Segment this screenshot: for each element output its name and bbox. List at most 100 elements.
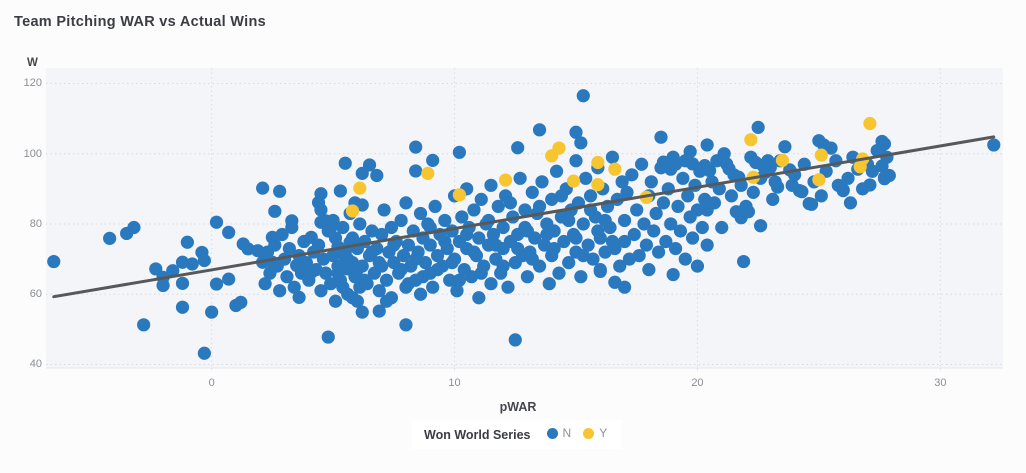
data-point-n[interactable] [175,300,190,314]
data-point-n[interactable] [620,185,634,199]
data-point-y[interactable] [863,116,877,131]
data-point-n[interactable] [576,217,590,231]
data-point-n[interactable] [753,219,768,233]
data-point-n[interactable] [569,154,583,168]
data-point-n[interactable] [197,346,211,360]
data-point-n[interactable] [409,140,423,154]
data-point-n[interactable] [209,215,224,229]
data-point-n[interactable] [175,276,190,290]
data-point-y[interactable] [591,155,605,170]
data-point-n[interactable] [683,145,697,159]
data-point-n[interactable] [486,227,501,242]
data-point-n[interactable] [438,213,452,228]
data-point-n[interactable] [409,252,423,266]
data-point-n[interactable] [668,241,683,256]
data-point-n[interactable] [605,150,620,164]
data-point-n[interactable] [292,290,306,304]
data-point-n[interactable] [651,245,666,259]
data-point-n[interactable] [518,220,532,235]
data-point-n[interactable] [355,198,369,212]
data-point-n[interactable] [666,267,680,282]
data-point-y[interactable] [775,153,790,167]
data-point-n[interactable] [671,199,685,214]
data-point-n[interactable] [222,225,236,240]
data-point-n[interactable] [532,123,547,137]
data-point-n[interactable] [430,263,445,277]
data-point-n[interactable] [617,234,632,249]
data-point-n[interactable] [591,224,605,238]
data-point-n[interactable] [443,273,457,287]
data-point-n[interactable] [574,136,588,150]
data-point-y[interactable] [591,178,605,192]
data-point-n[interactable] [785,178,799,192]
data-point-n[interactable] [467,245,481,259]
data-point-y[interactable] [421,166,435,180]
data-point-n[interactable] [326,248,340,263]
data-point-n[interactable] [576,248,590,263]
data-point-n[interactable] [678,252,692,266]
data-point-n[interactable] [831,178,845,192]
data-point-n[interactable] [321,330,335,344]
data-point-n[interactable] [707,196,722,210]
data-point-n[interactable] [630,203,644,217]
data-point-n[interactable] [700,238,714,252]
data-point-n[interactable] [358,273,372,287]
data-point-n[interactable] [302,273,316,287]
data-point-n[interactable] [474,192,488,206]
data-point-n[interactable] [377,203,391,217]
data-point-n[interactable] [423,238,437,252]
data-point-n[interactable] [474,266,488,280]
data-point-n[interactable] [501,280,515,294]
data-point-n[interactable] [413,206,428,221]
data-point-n[interactable] [856,182,870,196]
data-point-n[interactable] [185,257,199,271]
data-point-n[interactable] [396,248,411,263]
data-point-n[interactable] [525,185,539,199]
data-point-n[interactable] [445,256,459,270]
data-point-n[interactable] [535,175,549,189]
data-point-n[interactable] [877,137,892,151]
data-point-n[interactable] [180,235,194,249]
data-point-n[interactable] [528,231,542,245]
data-point-n[interactable] [605,234,620,249]
data-point-n[interactable] [365,245,379,259]
data-point-n[interactable] [734,178,748,192]
data-point-n[interactable] [685,231,700,245]
data-point-n[interactable] [401,277,415,291]
data-point-n[interactable] [702,163,717,178]
data-point-n[interactable] [593,263,607,277]
data-point-n[interactable] [297,234,311,249]
data-point-n[interactable] [430,248,445,263]
legend-entry-n[interactable]: N [546,426,571,440]
data-point-n[interactable] [426,280,440,294]
data-point-n[interactable] [615,175,629,189]
data-point-n[interactable] [401,238,415,252]
data-point-n[interactable] [751,120,765,134]
data-point-n[interactable] [581,238,595,252]
data-point-n[interactable] [333,184,347,198]
data-point-n[interactable] [634,157,649,171]
data-point-n[interactable] [690,259,705,273]
data-point-n[interactable] [489,238,503,252]
data-point-n[interactable] [372,304,386,318]
data-point-n[interactable] [736,254,751,269]
data-point-n[interactable] [416,270,430,284]
data-point-n[interactable] [197,253,211,268]
data-point-n[interactable] [865,164,879,178]
data-point-n[interactable] [209,277,224,291]
data-point-n[interactable] [314,203,328,217]
data-point-n[interactable] [355,305,369,319]
data-point-n[interactable] [511,241,525,256]
data-point-y[interactable] [744,133,758,147]
data-point-n[interactable] [460,227,474,242]
data-point-n[interactable] [379,294,394,308]
data-point-n[interactable] [841,171,855,185]
data-point-n[interactable] [673,224,688,238]
data-point-n[interactable] [805,197,819,211]
data-point-n[interactable] [532,199,547,214]
data-point-n[interactable] [394,213,408,228]
data-point-n[interactable] [552,266,566,280]
data-point-n[interactable] [768,175,782,189]
data-point-n[interactable] [746,185,760,199]
data-point-n[interactable] [569,231,583,245]
